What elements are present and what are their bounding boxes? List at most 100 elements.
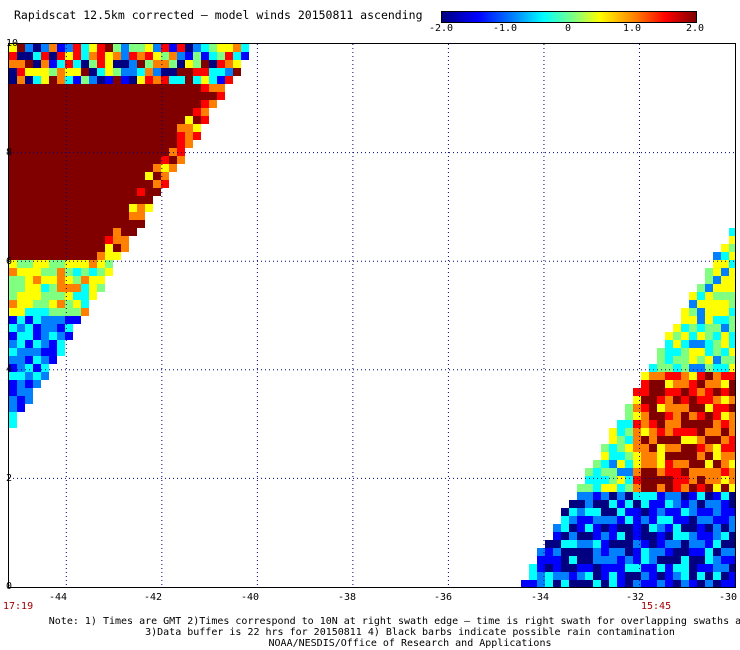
wind-cell — [25, 332, 33, 340]
wind-cell — [17, 236, 25, 244]
wind-cell — [129, 132, 137, 140]
wind-cell — [105, 244, 113, 252]
wind-cell — [33, 300, 41, 308]
wind-cell — [41, 276, 49, 284]
wind-cell — [689, 468, 697, 476]
wind-cell — [193, 68, 201, 76]
wind-cell — [49, 68, 57, 76]
wind-cell — [89, 92, 97, 100]
wind-cell — [729, 436, 735, 444]
wind-cell — [185, 76, 193, 84]
wind-cell — [89, 196, 97, 204]
wind-cell — [65, 60, 73, 68]
wind-cell — [729, 412, 735, 420]
wind-cell — [673, 332, 681, 340]
wind-cell — [57, 300, 65, 308]
wind-cell — [233, 68, 241, 76]
wind-cell — [33, 116, 41, 124]
wind-cell — [601, 540, 609, 548]
wind-cell — [33, 84, 41, 92]
wind-cell — [169, 116, 177, 124]
wind-cell — [729, 564, 735, 572]
wind-cell — [665, 548, 673, 556]
wind-cell — [25, 276, 33, 284]
wind-cell — [49, 252, 57, 260]
wind-cell — [25, 180, 33, 188]
wind-cell — [137, 148, 145, 156]
wind-cell — [41, 172, 49, 180]
wind-cell — [33, 332, 41, 340]
wind-cell — [625, 468, 633, 476]
wind-cell — [201, 108, 209, 116]
wind-cell — [57, 132, 65, 140]
wind-cell — [681, 308, 689, 316]
wind-cell — [689, 548, 697, 556]
wind-cell — [713, 268, 721, 276]
wind-cell — [137, 44, 145, 52]
wind-cell — [17, 172, 25, 180]
wind-cell — [65, 292, 73, 300]
wind-cell — [25, 300, 33, 308]
wind-cell — [721, 580, 729, 587]
wind-cell — [625, 476, 633, 484]
wind-cell — [633, 444, 641, 452]
wind-cell — [193, 52, 201, 60]
wind-cell — [137, 188, 145, 196]
wind-cell — [689, 388, 697, 396]
wind-cell — [41, 124, 49, 132]
wind-cell — [145, 204, 153, 212]
wind-cell — [65, 268, 73, 276]
wind-cell — [713, 308, 721, 316]
wind-cell — [49, 148, 57, 156]
wind-cell — [41, 164, 49, 172]
wind-cell — [49, 52, 57, 60]
wind-cell — [113, 220, 121, 228]
wind-cell — [705, 300, 713, 308]
wind-cell — [185, 44, 193, 52]
wind-cell — [9, 332, 17, 340]
wind-cell — [33, 132, 41, 140]
wind-cell — [585, 540, 593, 548]
wind-cell — [129, 204, 137, 212]
x-tick-label: -38 — [337, 592, 357, 603]
wind-cell — [593, 548, 601, 556]
wind-cell — [713, 252, 721, 260]
wind-cell — [641, 580, 649, 587]
wind-cell — [169, 164, 177, 172]
wind-cell — [729, 308, 735, 316]
wind-cell — [681, 388, 689, 396]
wind-cell — [649, 476, 657, 484]
wind-cell — [153, 68, 161, 76]
wind-cell — [681, 516, 689, 524]
wind-cell — [97, 52, 105, 60]
wind-cell — [673, 492, 681, 500]
wind-cell — [113, 84, 121, 92]
wind-cell — [105, 84, 113, 92]
wind-cell — [665, 380, 673, 388]
wind-cell — [545, 580, 553, 587]
wind-cell — [153, 188, 161, 196]
wind-cell — [145, 84, 153, 92]
wind-cell — [41, 100, 49, 108]
wind-cell — [177, 68, 185, 76]
wind-cell — [713, 292, 721, 300]
wind-cell — [713, 412, 721, 420]
wind-cell — [697, 348, 705, 356]
wind-cell — [625, 452, 633, 460]
wind-cell — [49, 268, 57, 276]
wind-cell — [713, 340, 721, 348]
wind-cell — [641, 452, 649, 460]
wind-cell — [721, 372, 729, 380]
wind-cell — [697, 556, 705, 564]
wind-cell — [729, 348, 735, 356]
wind-cell — [617, 572, 625, 580]
wind-cell — [153, 172, 161, 180]
wind-cell — [705, 460, 713, 468]
wind-cell — [665, 364, 673, 372]
wind-cell — [713, 436, 721, 444]
wind-cell — [153, 156, 161, 164]
wind-cell — [721, 340, 729, 348]
wind-cell — [681, 316, 689, 324]
wind-cell — [665, 524, 673, 532]
wind-cell — [89, 148, 97, 156]
